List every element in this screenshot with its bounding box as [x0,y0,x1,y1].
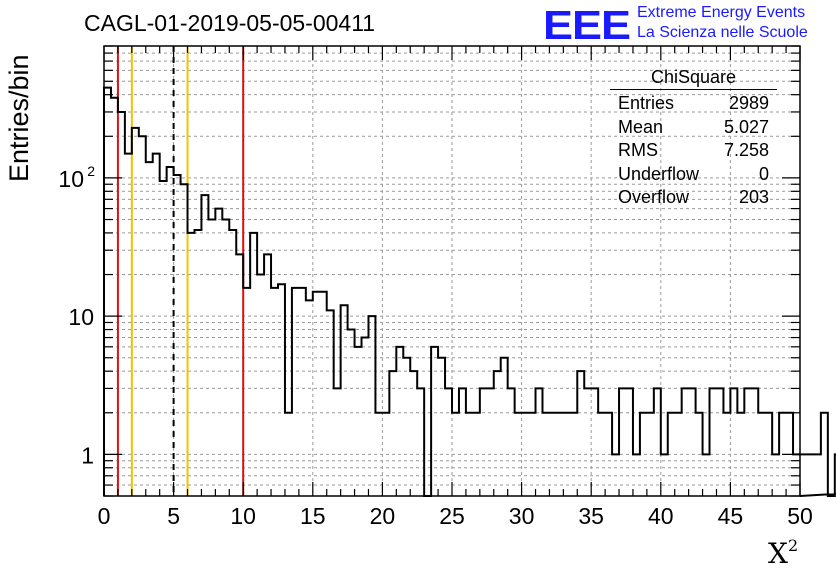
stats-row-underflow: Underflow 0 [610,163,777,187]
y-axis-label: Entries/bin [4,54,34,182]
x-tick-label: 40 [648,503,674,529]
histogram-series [103,86,836,497]
stats-row-mean: Mean 5.027 [610,116,777,140]
stats-label: Entries [618,93,675,113]
logo-line-1: Extreme Energy Events [637,4,806,21]
y-tick-label: 1 [81,442,94,468]
stats-value: 2989 [728,93,769,113]
reference-lines [116,46,245,496]
stats-row-rms: RMS 7.258 [610,139,777,163]
stats-value: 5.027 [723,116,769,137]
stats-value: 7.258 [723,140,769,160]
x-tick-label: 10 [230,503,256,529]
x-axis-label: X2 [768,535,799,570]
axis-ticks [103,45,801,497]
x-tick-label: 20 [370,503,396,529]
x-tick-label: 45 [718,503,744,529]
stats-title: ChiSquare [610,66,777,90]
y-tick-label: 10 [68,304,94,330]
stats-value: 0 [758,163,769,184]
x-tick-label: 30 [509,503,535,529]
stats-row-entries: Entries 2989 [610,92,777,116]
stats-label: RMS [618,140,658,160]
x-tick-label: 50 [787,503,813,529]
stats-box: ChiSquare Entries 2989 Mean 5.027 RMS 7.… [610,66,777,210]
stats-label: Mean [618,116,664,137]
y-tick-label-exponent: 2 [87,163,95,179]
y-tick-label: 10 [58,166,84,192]
chart-title: CAGL-01-2019-05-05-00411 [84,10,376,36]
logo-line-2: La Scienza nelle Scuole [637,24,808,41]
x-tick-label: 25 [439,503,465,529]
x-tick-label: 15 [300,503,326,529]
x-tick-label: 35 [578,503,604,529]
stats-label: Overflow [618,187,690,207]
x-axis-label-text: X [768,537,788,570]
eee-logo: EEE [543,2,631,48]
stats-label: Underflow [618,163,700,184]
x-tick-label: 5 [167,503,180,529]
stats-row-overflow: Overflow 203 [610,186,777,210]
x-tick-label: 0 [98,503,111,529]
stats-value: 203 [738,187,769,207]
x-axis-label-sup: 2 [787,535,799,555]
